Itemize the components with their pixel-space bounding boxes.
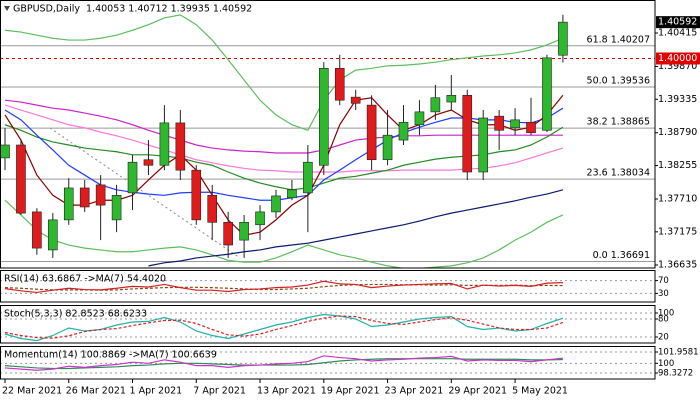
candle-body [526,121,536,134]
y-tick-label: 1.38790 [658,127,697,138]
candle-body [542,57,552,131]
x-tick-label: 1 Apr 2021 [130,386,183,397]
reference-label: 1.40000 [658,53,697,64]
panel-frame [0,346,656,380]
y-tick-label: 1.38255 [658,160,697,171]
candle-body [143,159,154,166]
candle-body [414,111,425,126]
indicator-line [4,355,563,371]
panel-title: Stoch(5,3,3) 82.8523 68.6233 [4,309,147,320]
indicator-line [4,358,563,370]
candle-body [303,161,313,194]
y-tick-label: 101.9581 [658,348,699,358]
candle-body [48,219,58,251]
candle-body [318,67,329,166]
candle-body [111,195,122,221]
candle-body [223,222,233,246]
candle-body [510,119,520,129]
y-tick-label: 1.36635 [658,259,697,270]
indicator-line [4,14,564,132]
fib-anchor [49,127,241,259]
panel-frame [0,0,656,269]
y-tick-label: 70 [658,276,669,286]
candle-body [558,21,568,56]
candle-body [127,161,138,194]
candle-body [159,122,170,166]
indicator-line [4,313,564,342]
panel-frame [0,270,656,303]
axis: 1.40415 1.39870 1.39335 1.38790 1.38255 1.377… [655,16,700,270]
x-tick-label: 29 Apr 2021 [448,386,507,397]
y-tick-label: 80 [658,315,669,325]
panel-title: RSI(14) 63.6867 ->MA(7) 54.4020 [4,274,166,285]
y-tick-label: 1.39335 [658,94,697,105]
candle-body [366,104,377,161]
reference-box [656,52,700,65]
candle-body [207,195,218,223]
candle-body [398,121,409,141]
last-price-label: 1.40592 [658,17,697,28]
level-label: 0.0 1.36691 [593,250,650,261]
candle-body [191,169,202,221]
level-label: 38.2 1.38865 [587,117,650,128]
panel-title: Momentum(14) 100.8869 ->MA(7) 100.6639 [4,350,217,361]
y-tick-label: 1.37710 [658,194,697,205]
candle-body [0,144,10,159]
candle-body [95,184,106,206]
indicator-line [4,199,564,268]
x-tick-label: 26 Mar 2021 [66,386,126,397]
candle-body [350,96,361,104]
candle-body [462,94,473,173]
candle-body [446,94,457,103]
y-tick-label: 98.3272 [658,369,693,379]
candle-body [382,134,393,161]
symbol-icon [4,6,10,11]
y-tick-label: 100 [658,359,674,369]
level-label: 50.0 1.39536 [587,75,650,86]
candle-body [239,222,249,241]
level-label: 23.6 1.38034 [587,168,650,179]
candle-body [175,122,186,171]
sub-panel [0,351,655,374]
y-tick-label: 100 [658,309,674,319]
sub-panel [0,312,655,342]
panel-title: GBPUSD,Daily 1.40053 1.40712 1.39935 1.4… [13,4,252,15]
candle-body [334,67,345,101]
last-price-box [656,16,700,29]
x-tick-label: 7 Apr 2021 [193,386,246,397]
x-tick-label: 22 Mar 2021 [2,386,62,397]
candle-body [271,195,281,213]
sub-panel [0,280,655,294]
y-tick-label: 30 [658,289,669,299]
y-tick-label: 1.37175 [658,226,697,237]
level-label: 61.8 1.40207 [587,34,650,45]
candle-body [16,144,26,214]
x-tick-label: 5 May 2021 [512,386,568,397]
x-tick-label: 19 Apr 2021 [321,386,380,397]
candle-body [494,115,504,131]
indicator-line [148,189,564,267]
y-tick-label: 20 [658,333,669,343]
panel-frame [0,305,656,344]
main-panel: 61.8 1.40207 50.0 1.39536 38.2 1.38865 23.6… [0,14,655,268]
indicator-line [4,280,563,294]
candle-body [478,117,489,173]
candle-body [287,189,297,199]
y-tick-label: 1.39870 [658,61,697,72]
candle-body [430,97,441,113]
x-tick-label: 13 Apr 2021 [257,386,316,397]
candle-body [79,187,90,208]
candle-body [32,211,42,249]
candle-body [255,211,265,226]
candle-body [63,187,74,221]
x-tick-label: 23 Apr 2021 [385,386,444,397]
y-tick-label: 1.40415 [658,28,697,39]
indicator-line [4,283,563,291]
